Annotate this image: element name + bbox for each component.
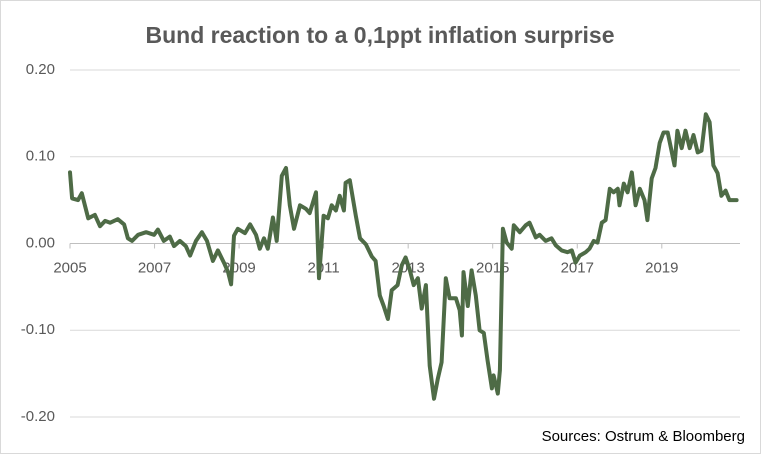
y-tick-label: 0.20 <box>26 61 55 78</box>
source-note: Sources: Ostrum & Bloomberg <box>542 428 745 445</box>
x-tick-label: 2007 <box>138 259 171 276</box>
x-tick-label: 2019 <box>645 259 678 276</box>
x-tick-label: 2017 <box>561 259 594 276</box>
x-tick-label: 2015 <box>476 259 509 276</box>
x-tick-label: 2011 <box>307 259 339 276</box>
y-tick-label: -0.10 <box>21 321 55 338</box>
data-line <box>68 112 739 401</box>
chart-title: Bund reaction to a 0,1ppt inflation surp… <box>146 22 615 48</box>
y-tick-label: 0.10 <box>26 148 55 165</box>
y-tick-label: -0.20 <box>21 408 55 425</box>
y-tick-label: 0.00 <box>26 234 55 251</box>
x-tick-label: 2005 <box>53 259 86 276</box>
